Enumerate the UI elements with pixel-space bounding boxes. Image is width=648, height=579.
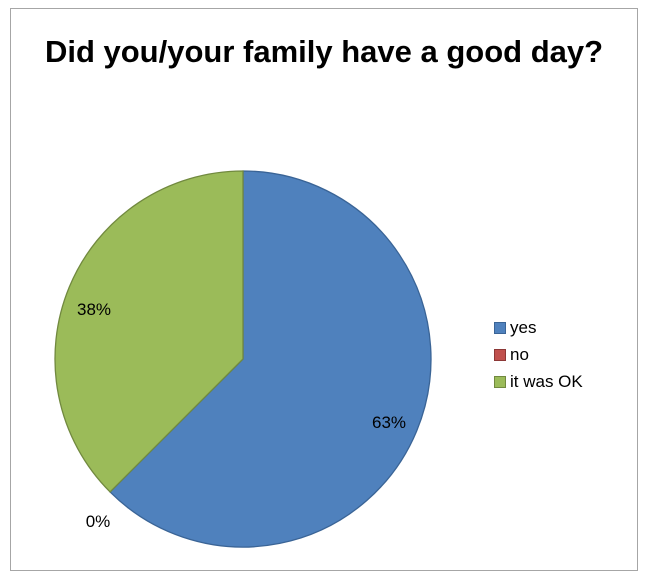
chart-title: Did you/your family have a good day?: [44, 34, 604, 69]
pie-slice-it-was-ok: [54, 170, 244, 493]
legend: yes no it was OK: [494, 314, 583, 395]
legend-swatch-no: [494, 348, 506, 361]
legend-label-yes: yes: [510, 317, 537, 337]
data-label-no: 0%: [86, 512, 111, 531]
legend-item-no: no: [494, 341, 583, 368]
legend-label-it-was-ok: it was OK: [510, 371, 583, 391]
legend-item-yes: yes: [494, 314, 583, 341]
legend-swatch-yes: [494, 321, 506, 334]
pie-slice-yes: [109, 170, 432, 548]
legend-item-it-was-ok: it was OK: [494, 368, 583, 395]
legend-swatch-it-was-ok: [494, 375, 506, 388]
legend-label-no: no: [510, 344, 529, 364]
data-label-yes: 63%: [372, 413, 406, 432]
data-label-it-was-ok: 38%: [77, 300, 111, 319]
